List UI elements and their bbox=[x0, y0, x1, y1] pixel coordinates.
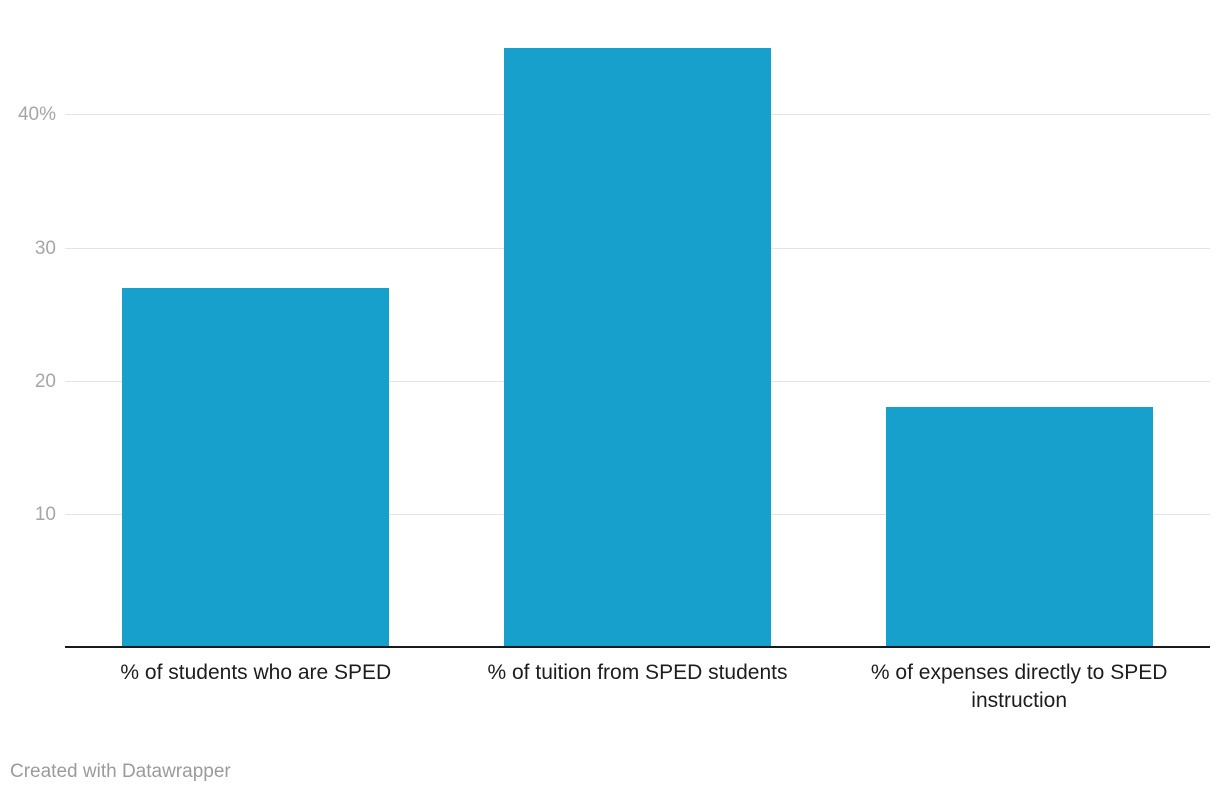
x-axis-line bbox=[65, 646, 1210, 648]
attribution: Created with Datawrapper bbox=[10, 761, 231, 783]
bar bbox=[504, 47, 771, 647]
y-tick-label: 20 bbox=[34, 370, 56, 392]
bar bbox=[885, 407, 1153, 647]
credit-text: Created with Datawrapper bbox=[10, 761, 231, 782]
x-category-label: % of expenses directly to SPED instructi… bbox=[870, 661, 1168, 712]
x-category-label: % of tuition from SPED students bbox=[487, 661, 788, 684]
y-tick-label: 10 bbox=[34, 503, 56, 525]
y-tick-label: 30 bbox=[34, 237, 56, 259]
bar bbox=[122, 287, 390, 647]
y-tick-label: 40% bbox=[17, 104, 56, 126]
x-category-label: % of students who are SPED bbox=[120, 661, 392, 684]
